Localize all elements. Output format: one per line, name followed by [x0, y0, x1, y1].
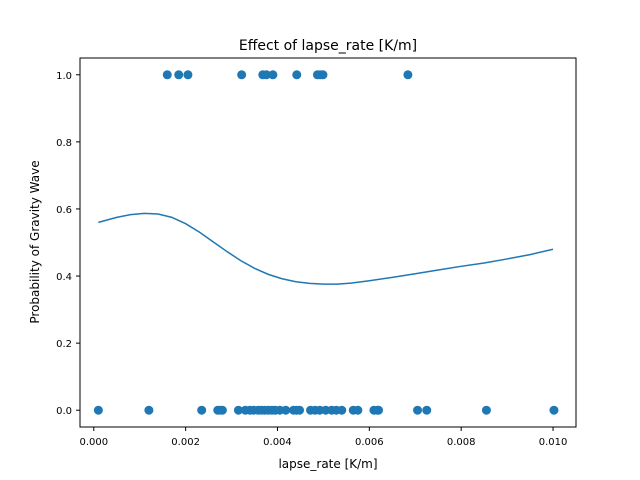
data-point: [403, 70, 413, 80]
data-point: [237, 70, 247, 80]
plot-frame: [79, 57, 577, 428]
plot-area: [93, 70, 559, 415]
x-tick-label: 0.002: [171, 437, 200, 448]
y-tick-label: 0.6: [56, 205, 72, 216]
data-point: [183, 70, 193, 80]
x-tick-label: 0.008: [447, 437, 476, 448]
data-point: [281, 405, 291, 415]
data-point: [292, 70, 302, 80]
x-tick-label: 0.010: [539, 437, 568, 448]
data-point: [268, 70, 278, 80]
data-point: [353, 405, 363, 415]
data-point: [93, 405, 103, 415]
data-point: [481, 405, 491, 415]
data-point: [413, 405, 423, 415]
data-point: [549, 405, 559, 415]
data-point: [318, 70, 328, 80]
y-axis-label: Probability of Gravity Wave: [28, 160, 42, 323]
data-point: [337, 405, 347, 415]
x-axis-label: lapse_rate [K/m]: [278, 457, 377, 471]
data-point: [162, 70, 172, 80]
data-point: [174, 70, 184, 80]
y-tick-label: 0.2: [56, 339, 72, 350]
y-tick-label: 0.8: [56, 138, 72, 149]
data-point: [295, 405, 305, 415]
data-point: [217, 405, 227, 415]
axes: 0.000 0.002 0.004 0.006 0.008 0.010 0.0 0.2 0.4 0…: [56, 57, 577, 448]
y-tick-label: 0.4: [56, 272, 72, 283]
data-point: [197, 405, 207, 415]
y-tick-label: 1.0: [56, 71, 72, 82]
data-point: [233, 405, 243, 415]
data-point: [261, 70, 271, 80]
data-point: [374, 405, 384, 415]
fitted-probability-curve: [98, 212, 554, 285]
data-point: [144, 405, 154, 415]
x-tick-label: 0.004: [263, 437, 292, 448]
x-tick-label: 0.006: [355, 437, 384, 448]
data-point: [422, 405, 432, 415]
y-tick-label: 0.0: [56, 406, 72, 417]
chart-title: Effect of lapse_rate [K/m]: [239, 38, 417, 54]
x-tick-label: 0.000: [79, 437, 108, 448]
